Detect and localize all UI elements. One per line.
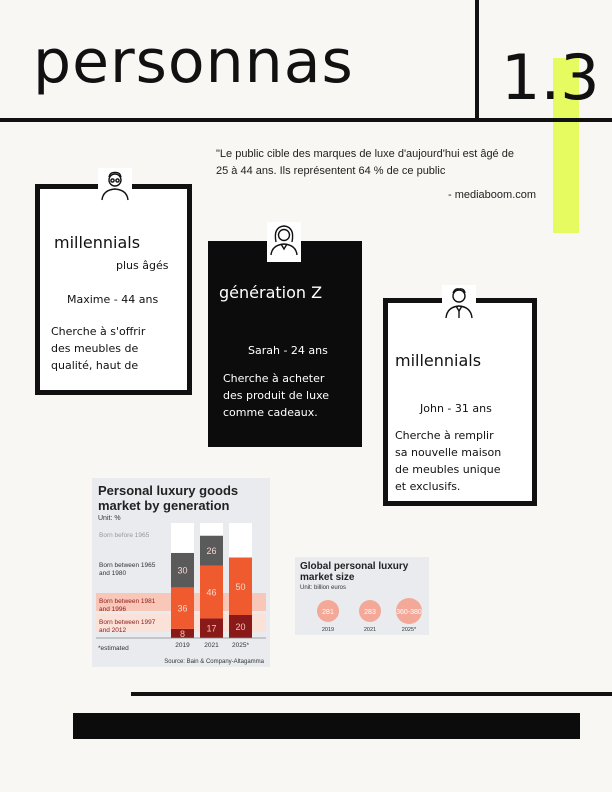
legend-label-3: Born between 1997 xyxy=(99,619,156,626)
chart-unit: Unit: % xyxy=(98,515,121,522)
bar-segment xyxy=(229,557,252,615)
persona-segment: millennials xyxy=(54,233,141,252)
chart-unit: Unit: billion euros xyxy=(300,585,347,591)
x-tick-label: 2025* xyxy=(402,627,417,633)
chart-title: Personal luxury goods market by generati… xyxy=(98,483,239,513)
persona-card-sarah: génération Z Sarah - 24 ans Cherche à ac… xyxy=(208,241,362,447)
persona-segment: génération Z xyxy=(219,283,323,302)
legend-label-0: Born before 1965 xyxy=(99,532,150,539)
chart-source: Source: Bain & Company-Altagamma xyxy=(164,659,264,665)
bar-segment xyxy=(171,628,194,638)
persona-name: John - 31 ans xyxy=(420,402,492,415)
bar-value-label: 17 xyxy=(206,624,216,634)
generation-market-chart: Born before 1965 Born between 1965 and 198… xyxy=(92,478,270,667)
header-divider-vertical xyxy=(475,0,479,120)
bar-segment xyxy=(200,535,223,566)
footer-bar xyxy=(73,713,580,739)
x-tick-label: 2019 xyxy=(322,627,334,633)
quote-text: "Le public cible des marques de luxe d'a… xyxy=(216,148,514,177)
legend-label-2: Born between 1981 xyxy=(99,598,156,605)
chart-footnote: *estimated xyxy=(98,645,129,652)
accent-bar xyxy=(553,58,579,233)
bar-segment xyxy=(171,523,194,553)
man-suit-icon xyxy=(442,285,476,325)
persona-description: Cherche à remplir sa nouvelle maison de … xyxy=(395,429,502,493)
bar-value-label: 50 xyxy=(235,582,245,592)
persona-description: Cherche à s'offrir des meubles de qualit… xyxy=(51,325,146,372)
footer-divider xyxy=(131,692,612,696)
bar-value-label: 8 xyxy=(180,629,185,639)
legend-label-1: and 1980 xyxy=(99,570,126,577)
bar-segment xyxy=(229,523,252,558)
x-tick-label: 2021 xyxy=(364,627,376,633)
bar-value-label: 26 xyxy=(206,546,216,556)
x-tick-label: 2021 xyxy=(204,642,219,649)
bar-value-label: 20 xyxy=(235,622,245,632)
quote-source: - mediaboom.com xyxy=(448,189,537,201)
x-tick-label: 2019 xyxy=(175,642,190,649)
x-tick-label: 2025* xyxy=(232,642,249,649)
bar-value-label: 46 xyxy=(206,588,216,598)
bar-value-label: 30 xyxy=(177,566,187,576)
persona-card-maxime: millennials plus âgés Maxime - 44 ans Ch… xyxy=(35,184,192,395)
bubble-value-label: 360-380 xyxy=(396,609,422,616)
chart-title: Global personal luxury market size xyxy=(300,561,409,583)
bar-segment xyxy=(171,552,194,588)
bar-segment xyxy=(200,565,223,619)
bar-segment xyxy=(200,618,223,638)
persona-card-john: millennials John - 31 ans Cherche à remp… xyxy=(383,298,537,506)
bar-segment xyxy=(229,615,252,638)
bubble xyxy=(359,600,381,622)
bubble xyxy=(317,600,339,622)
bar-value-label: 36 xyxy=(177,604,187,614)
legend-label-1: Born between 1965 xyxy=(99,562,156,569)
legend-label-2: and 1996 xyxy=(99,606,126,613)
page-title: personnas xyxy=(33,27,354,97)
bubble xyxy=(396,598,422,624)
persona-segment-sub: plus âgés xyxy=(116,259,169,272)
persona-name: Maxime - 44 ans xyxy=(67,293,159,306)
market-size-chart: 281 2019 283 2021 360-380 2025* Global person… xyxy=(295,557,429,635)
persona-name: Sarah - 24 ans xyxy=(248,344,328,357)
header-divider xyxy=(0,118,612,122)
bar-segment xyxy=(200,523,223,536)
bubble-value-label: 283 xyxy=(364,609,376,616)
section-number: 1.3 xyxy=(501,41,600,114)
bubble-value-label: 281 xyxy=(322,609,334,616)
young-woman-icon xyxy=(267,222,301,262)
bar-segment xyxy=(171,587,194,629)
legend-label-3: and 2012 xyxy=(99,627,126,634)
persona-description: Cherche à acheter des produit de luxe co… xyxy=(223,372,330,419)
persona-segment: millennials xyxy=(395,351,482,370)
older-man-icon xyxy=(98,168,132,202)
